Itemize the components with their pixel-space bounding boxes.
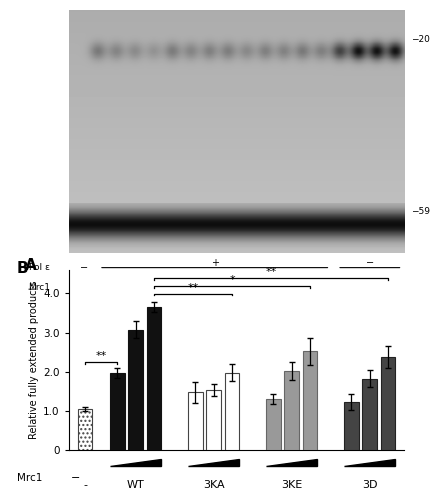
Text: −59nt: −59nt bbox=[411, 207, 430, 216]
Text: 3KA: 3KA bbox=[194, 280, 212, 289]
Text: Mrc1: Mrc1 bbox=[28, 282, 51, 292]
Text: nM: nM bbox=[393, 316, 404, 326]
Text: 100: 100 bbox=[337, 318, 350, 324]
Bar bbox=[362, 379, 377, 450]
Polygon shape bbox=[266, 458, 317, 466]
Polygon shape bbox=[344, 458, 395, 466]
Text: 3KE: 3KE bbox=[371, 286, 388, 302]
Text: Pol ε: Pol ε bbox=[28, 263, 49, 272]
Text: 100: 100 bbox=[362, 318, 376, 324]
Polygon shape bbox=[221, 278, 271, 301]
Text: 10: 10 bbox=[296, 314, 305, 323]
Polygon shape bbox=[188, 458, 240, 466]
Polygon shape bbox=[164, 278, 215, 301]
Bar bbox=[266, 399, 281, 450]
Text: −: − bbox=[97, 282, 105, 292]
Text: 10: 10 bbox=[185, 314, 195, 323]
Text: A: A bbox=[25, 258, 37, 273]
Text: −: − bbox=[71, 474, 80, 484]
Polygon shape bbox=[110, 458, 162, 466]
Text: WT: WT bbox=[346, 287, 361, 302]
Bar bbox=[206, 390, 221, 450]
Text: 100: 100 bbox=[200, 314, 214, 323]
Text: 3D: 3D bbox=[306, 280, 318, 289]
Text: 100: 100 bbox=[350, 318, 363, 324]
Bar bbox=[284, 371, 299, 450]
Text: 100: 100 bbox=[310, 314, 324, 323]
Text: 10: 10 bbox=[241, 314, 250, 323]
Text: −: − bbox=[80, 282, 88, 292]
Text: **: ** bbox=[265, 268, 276, 278]
Text: 1: 1 bbox=[282, 314, 286, 323]
Text: 1: 1 bbox=[114, 314, 119, 323]
Text: 1: 1 bbox=[171, 314, 175, 323]
Text: 3KE: 3KE bbox=[250, 280, 267, 289]
Polygon shape bbox=[108, 278, 160, 301]
Bar bbox=[188, 392, 203, 450]
Bar bbox=[303, 352, 317, 450]
Text: 10: 10 bbox=[129, 314, 139, 323]
Bar bbox=[147, 307, 162, 450]
Bar bbox=[78, 409, 92, 450]
Text: 100: 100 bbox=[255, 314, 270, 323]
Text: 100: 100 bbox=[144, 314, 159, 323]
Bar bbox=[381, 357, 395, 450]
Text: **: ** bbox=[95, 351, 107, 361]
Text: 100: 100 bbox=[375, 318, 388, 324]
Text: 3D: 3D bbox=[384, 288, 398, 302]
Bar bbox=[129, 330, 143, 450]
Bar bbox=[225, 372, 240, 450]
Text: **: ** bbox=[187, 283, 199, 293]
Text: WT: WT bbox=[141, 280, 155, 289]
Text: −: − bbox=[80, 262, 88, 272]
Bar bbox=[110, 373, 125, 450]
Text: B: B bbox=[17, 261, 28, 276]
Y-axis label: Relative fully extended products: Relative fully extended products bbox=[29, 280, 39, 439]
Text: −: − bbox=[366, 258, 374, 268]
Text: +: + bbox=[211, 258, 219, 268]
Text: 1: 1 bbox=[227, 314, 231, 323]
Bar bbox=[344, 402, 359, 450]
Text: Mrc1: Mrc1 bbox=[17, 474, 42, 484]
Text: *: * bbox=[229, 275, 235, 285]
Text: −20nt: −20nt bbox=[411, 34, 430, 43]
Polygon shape bbox=[276, 278, 326, 301]
Text: 3KA: 3KA bbox=[358, 285, 375, 302]
